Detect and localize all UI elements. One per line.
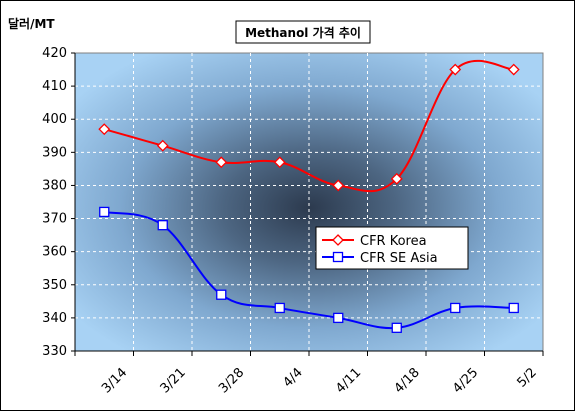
y-axis-label: 달러/MT: [8, 16, 55, 31]
title-box: [235, 20, 371, 44]
y-tick-label: 330: [42, 344, 67, 359]
y-tick-label: 410: [42, 79, 67, 94]
data-point-cfr-se-asia: [99, 206, 110, 218]
y-tick-label: 390: [42, 145, 67, 160]
data-point-cfr-se-asia: [508, 302, 519, 314]
legend-marker-cfr-korea: [332, 234, 344, 246]
data-point-cfr-korea: [449, 63, 462, 76]
data-point-cfr-korea: [507, 63, 520, 76]
y-tick-label: 420: [42, 46, 67, 61]
legend-label-cfr-se-asia: CFR SE Asia: [360, 251, 438, 266]
data-point-cfr-korea: [156, 139, 169, 152]
y-tick-label: 370: [42, 212, 67, 227]
legend-marker-cfr-se-asia: [332, 251, 344, 263]
data-point-cfr-se-asia: [157, 220, 168, 231]
y-tick-label: 380: [42, 178, 67, 193]
data-series: [98, 59, 520, 333]
data-point-cfr-korea: [332, 179, 345, 192]
y-tick-label: 350: [42, 278, 67, 293]
data-point-cfr-korea: [215, 156, 228, 169]
y-tick-label: 340: [42, 311, 67, 326]
data-point-cfr-se-asia: [274, 302, 285, 314]
data-point-cfr-se-asia: [216, 289, 227, 300]
y-tick-label: 400: [42, 112, 67, 127]
legend-label-cfr-korea: CFR Korea: [360, 234, 427, 249]
grid-lines: [75, 53, 543, 351]
series-cfr-se-asia: [99, 206, 519, 333]
chart-title: Methanol 가격 추이: [245, 25, 361, 40]
data-point-cfr-se-asia: [391, 322, 402, 333]
data-point-cfr-korea: [273, 156, 286, 169]
legend: CFR Korea CFR SE Asia: [315, 226, 469, 270]
data-point-cfr-se-asia: [333, 312, 344, 324]
data-point-cfr-se-asia: [450, 302, 461, 314]
data-point-cfr-korea: [98, 123, 111, 136]
series-cfr-korea: [98, 59, 520, 193]
y-tick-label: 360: [42, 245, 67, 260]
series-line-cfr-korea: [103, 59, 514, 193]
series-line-cfr-se-asia: [104, 210, 514, 330]
data-point-cfr-korea: [390, 172, 403, 185]
